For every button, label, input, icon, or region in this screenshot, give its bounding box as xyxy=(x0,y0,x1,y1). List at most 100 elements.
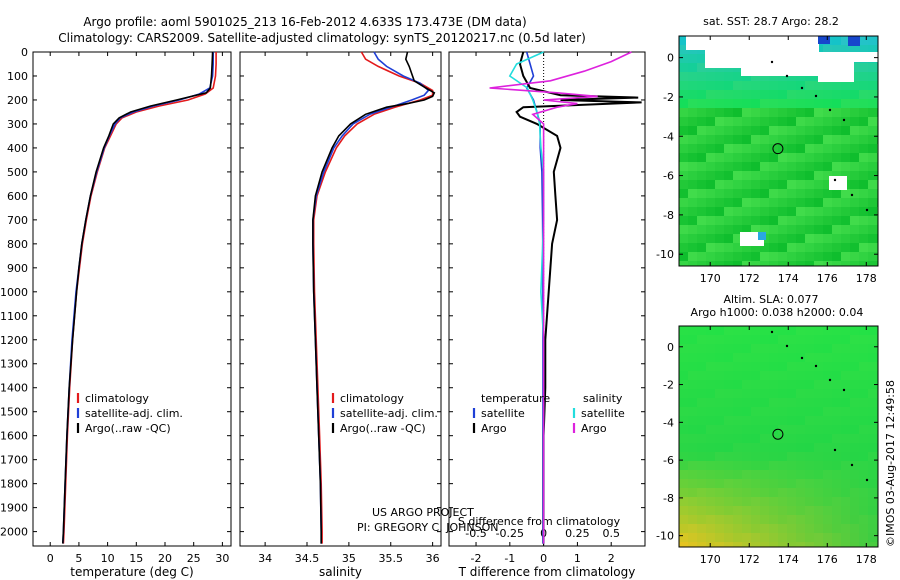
difference-S-tick-label: -0.5 xyxy=(465,527,486,540)
map-cell xyxy=(688,144,697,153)
map-cell xyxy=(787,90,796,99)
map-cell xyxy=(823,45,832,54)
map-cell xyxy=(697,371,706,380)
map-cell xyxy=(706,171,715,180)
map-cell xyxy=(760,243,769,252)
map-cell xyxy=(859,216,868,225)
map-cell xyxy=(832,344,841,353)
map-cell xyxy=(751,506,760,515)
map-cell xyxy=(679,198,688,207)
map-cell xyxy=(706,108,715,117)
map-cell xyxy=(841,99,850,108)
map-cell xyxy=(814,407,823,416)
map-cell xyxy=(868,452,877,461)
map-cell xyxy=(724,189,733,198)
map-cell xyxy=(724,117,733,126)
map-cell xyxy=(868,506,877,515)
map-cell xyxy=(859,36,868,45)
map-cell xyxy=(697,144,706,153)
map-cell xyxy=(697,326,706,335)
map-cell xyxy=(733,353,742,362)
map-cell xyxy=(778,198,787,207)
map-cell xyxy=(751,81,760,90)
map-cell xyxy=(805,533,814,542)
map-cell xyxy=(724,488,733,497)
map-cell xyxy=(832,171,841,180)
map-cell xyxy=(688,180,697,189)
map-cell xyxy=(706,99,715,108)
map-cell xyxy=(715,380,724,389)
map-cell xyxy=(850,326,859,335)
map-cell xyxy=(823,524,832,533)
map-cell xyxy=(805,452,814,461)
map-cell xyxy=(787,162,796,171)
map-cell xyxy=(688,135,697,144)
map-cell xyxy=(769,434,778,443)
map-cell xyxy=(760,479,769,488)
map-cell xyxy=(724,243,733,252)
map-cell xyxy=(706,90,715,99)
map-cell xyxy=(778,407,787,416)
map-cell xyxy=(733,479,742,488)
map-cell xyxy=(724,434,733,443)
map-cell xyxy=(841,144,850,153)
map-cell xyxy=(697,207,706,216)
map-cell xyxy=(733,189,742,198)
map-cell xyxy=(796,452,805,461)
map-cell xyxy=(796,344,805,353)
map-cell xyxy=(805,225,814,234)
sla-map-frame xyxy=(678,325,879,548)
map-cell xyxy=(724,497,733,506)
map-cell xyxy=(859,126,868,135)
map-cell xyxy=(850,252,859,261)
map-cell xyxy=(679,497,688,506)
map-cell xyxy=(715,533,724,542)
map-cell xyxy=(688,326,697,335)
map-cell xyxy=(814,452,823,461)
map-cell xyxy=(724,452,733,461)
map-cell xyxy=(832,117,841,126)
map-cell xyxy=(859,234,868,243)
map-cell xyxy=(778,479,787,488)
map-cell xyxy=(778,162,787,171)
map-cell xyxy=(733,524,742,533)
map-cell xyxy=(823,425,832,434)
map-cell xyxy=(778,542,787,547)
map-cell xyxy=(850,171,859,180)
map-cell xyxy=(823,398,832,407)
map-cell xyxy=(697,425,706,434)
pi-label: PI: GREGORY C. JOHNSON xyxy=(357,521,498,534)
map-cell xyxy=(841,506,850,515)
map-cell xyxy=(742,207,751,216)
map-cell xyxy=(859,81,868,90)
difference-legend-sal-satellite-label: satellite xyxy=(581,407,625,420)
map-cell xyxy=(814,99,823,108)
map-cell xyxy=(787,344,796,353)
map-cell xyxy=(733,144,742,153)
map-cell xyxy=(724,344,733,353)
imos-watermark: ©IMOS 03-Aug-2017 12:49:58 xyxy=(884,380,897,547)
map-cell xyxy=(823,144,832,153)
map-cell xyxy=(679,36,688,45)
map-cell xyxy=(733,434,742,443)
map-cell xyxy=(823,90,832,99)
map-cell xyxy=(697,434,706,443)
map-cell xyxy=(868,335,877,344)
map-cell xyxy=(706,479,715,488)
map-cell xyxy=(715,72,724,81)
sla-ytick-label: -6 xyxy=(663,454,674,467)
map-cell xyxy=(688,488,697,497)
map-cell xyxy=(724,171,733,180)
map-cell xyxy=(724,81,733,90)
map-cell xyxy=(733,117,742,126)
map-cell xyxy=(733,398,742,407)
difference-legend-title-temperature: temperature xyxy=(481,392,550,405)
map-cell xyxy=(787,135,796,144)
map-island-5 xyxy=(842,388,846,392)
map-cell xyxy=(742,126,751,135)
map-cell xyxy=(850,407,859,416)
map-cell xyxy=(706,81,715,90)
map-cell xyxy=(832,416,841,425)
map-cell xyxy=(733,425,742,434)
map-cell xyxy=(706,452,715,461)
